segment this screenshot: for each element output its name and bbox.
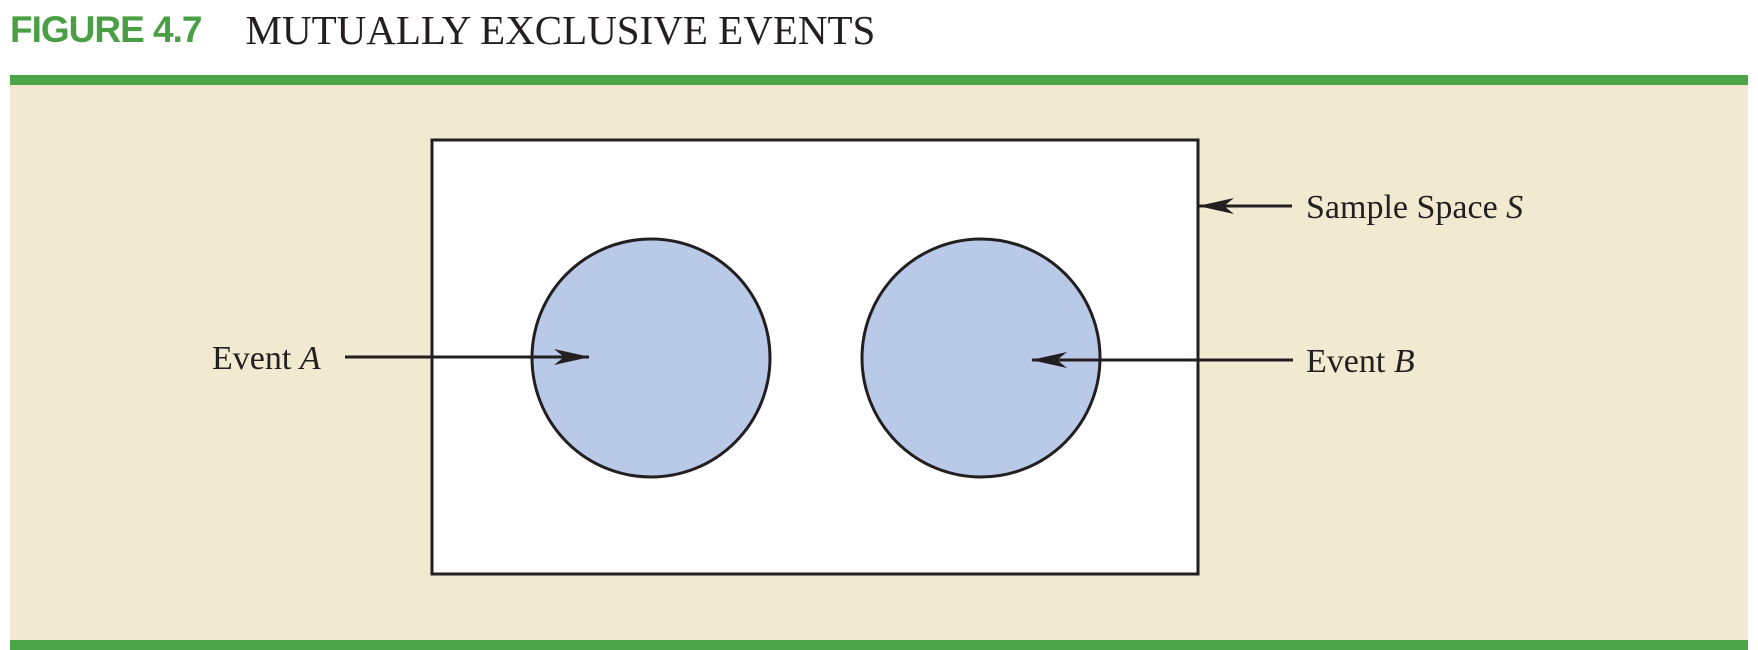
event-b-circle — [860, 237, 1102, 479]
figure-number: FIGURE 4.7 — [10, 9, 202, 50]
sample-space-label: Sample Space S — [1306, 189, 1523, 226]
figure-header: FIGURE 4.7 MUTUALLY EXCLUSIVE EVENTS — [10, 2, 875, 58]
figure-title: MUTUALLY EXCLUSIVE EVENTS — [245, 7, 876, 53]
event-b-label: Event B — [1306, 343, 1415, 380]
event-a-label: Event A — [212, 340, 321, 377]
